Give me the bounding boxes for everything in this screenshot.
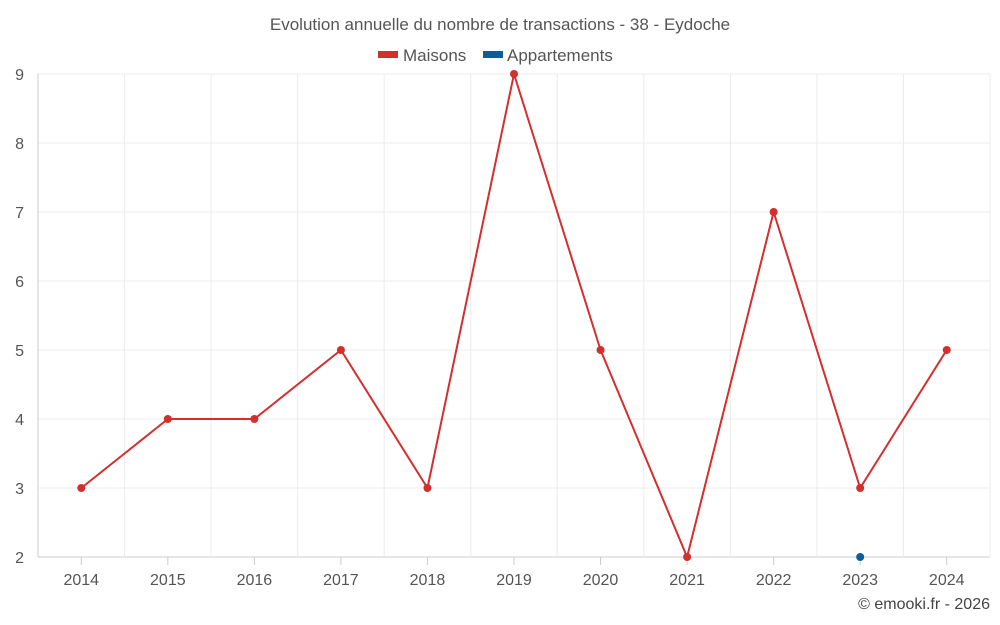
data-point-maisons[interactable] xyxy=(596,346,605,354)
data-point-maisons[interactable] xyxy=(769,208,778,216)
y-tick-label: 7 xyxy=(15,205,24,222)
data-point-maisons[interactable] xyxy=(683,553,692,561)
y-tick-label: 5 xyxy=(15,343,24,360)
y-tick-label: 8 xyxy=(15,136,24,153)
y-tick-label: 4 xyxy=(15,412,24,429)
credit-text: © emooki.fr - 2026 xyxy=(858,596,990,613)
data-point-maisons[interactable] xyxy=(163,415,172,423)
data-point-maisons[interactable] xyxy=(336,346,345,354)
y-tick-label: 2 xyxy=(15,550,24,567)
x-tick-label: 2015 xyxy=(150,572,186,589)
series-layer xyxy=(77,70,951,561)
y-tick-label: 9 xyxy=(15,67,24,84)
data-point-maisons[interactable] xyxy=(942,346,951,354)
y-tick-label: 6 xyxy=(15,274,24,291)
data-point-maisons[interactable] xyxy=(423,484,432,492)
legend-swatch-maisons xyxy=(378,51,398,58)
data-point-maisons[interactable] xyxy=(510,70,518,78)
legend-label-maisons[interactable]: Maisons xyxy=(403,46,466,65)
y-tick-label: 3 xyxy=(15,481,24,498)
x-tick-label: 2017 xyxy=(323,572,359,589)
x-tick-label: 2014 xyxy=(63,572,99,589)
x-tick-label: 2018 xyxy=(410,572,446,589)
x-tick-label: 2023 xyxy=(842,572,878,589)
data-point-appartements[interactable] xyxy=(856,553,865,561)
gridlines xyxy=(37,73,991,558)
x-axis: 2014 2015 2016 2017 2018 2019 2020 2021 2022 2023… xyxy=(63,557,965,589)
y-axis: 2 3 4 5 6 7 8 9 xyxy=(15,67,24,567)
x-tick-label: 2024 xyxy=(929,572,965,589)
x-tick-label: 2019 xyxy=(496,572,532,589)
x-tick-label: 2020 xyxy=(583,572,619,589)
legend-label-appartements[interactable]: Appartements xyxy=(507,46,613,65)
chart-title: Evolution annuelle du nombre de transact… xyxy=(270,15,730,34)
data-point-maisons[interactable] xyxy=(77,484,86,492)
legend-swatch-appartements xyxy=(483,51,503,58)
x-tick-label: 2021 xyxy=(669,572,705,589)
data-point-maisons[interactable] xyxy=(250,415,259,423)
data-point-maisons[interactable] xyxy=(856,484,865,492)
x-tick-label: 2016 xyxy=(237,572,273,589)
legend: Maisons Appartements xyxy=(378,46,613,65)
x-tick-label: 2022 xyxy=(756,572,792,589)
